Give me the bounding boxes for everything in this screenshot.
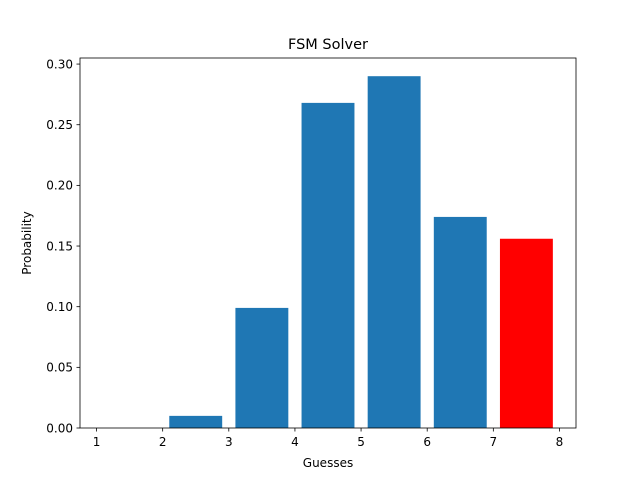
- x-tick-label: 3: [225, 435, 233, 449]
- bar-3: [235, 307, 289, 428]
- x-tick-label: 1: [93, 435, 101, 449]
- bar-4: [301, 102, 355, 428]
- plot-frame: [79, 57, 577, 429]
- x-tick-label: 6: [423, 435, 431, 449]
- x-tick-label: 7: [490, 435, 498, 449]
- y-axis: 0.00 0.05 0.10 0.15 0.20 0.25 0.30: [46, 57, 80, 435]
- x-tick-label: 4: [291, 435, 299, 449]
- y-tick-label: 0.30: [46, 57, 73, 71]
- y-tick-label: 0.25: [46, 118, 73, 132]
- chart-title: FSM Solver: [288, 37, 368, 53]
- x-tick-label: 2: [159, 435, 167, 449]
- x-tick-label: 5: [357, 435, 365, 449]
- y-tick-label: 0.10: [46, 300, 73, 314]
- x-axis: 1 2 3 4 5 6 7 8: [93, 428, 564, 449]
- bar-7: [499, 238, 553, 428]
- y-tick-label: 0.15: [46, 239, 73, 253]
- x-tick-label: 8: [556, 435, 564, 449]
- y-tick-label: 0.20: [46, 179, 73, 193]
- y-tick-label: 0.05: [46, 361, 73, 375]
- bar-6: [433, 216, 487, 428]
- y-tick-label: 0.00: [46, 421, 73, 435]
- x-axis-label: Guesses: [303, 456, 353, 470]
- bars-group: [169, 76, 553, 429]
- bar-5: [367, 76, 421, 429]
- bar-2: [169, 415, 223, 428]
- y-axis-label: Probability: [20, 211, 34, 274]
